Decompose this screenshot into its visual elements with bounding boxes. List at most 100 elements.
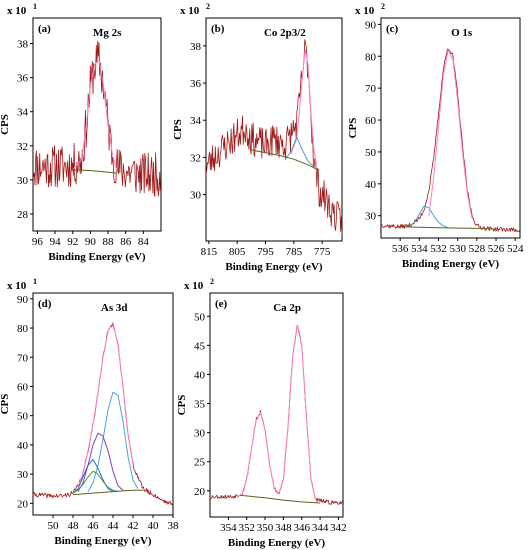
y-tick-label: 20 bbox=[17, 498, 29, 510]
series-line-0 bbox=[381, 48, 520, 233]
x-tick-label: 775 bbox=[314, 246, 331, 258]
plot-frame bbox=[205, 17, 343, 242]
x-tick-label: 795 bbox=[257, 246, 274, 258]
y-tick-label: 60 bbox=[365, 115, 377, 127]
panel-letter: (c) bbox=[386, 23, 399, 35]
series-group bbox=[210, 324, 343, 505]
series-line-0 bbox=[210, 325, 343, 505]
x-tick-label: 96 bbox=[32, 236, 44, 248]
y-tick-label: 30 bbox=[190, 190, 202, 202]
y-tick-label: 70 bbox=[17, 352, 29, 364]
series-group bbox=[381, 48, 520, 233]
x-tick-label: 805 bbox=[229, 246, 246, 258]
y-tick-label: 70 bbox=[365, 83, 377, 95]
scale-factor-exponent: 2 bbox=[381, 2, 385, 11]
x-tick-label: 815 bbox=[201, 246, 218, 258]
y-tick-label: 30 bbox=[17, 469, 29, 481]
x-tick-label: 86 bbox=[120, 236, 132, 248]
series-line-1 bbox=[409, 205, 449, 229]
x-tick-label: 88 bbox=[103, 236, 115, 248]
series-line-5 bbox=[77, 321, 134, 486]
scale-factor-label: x 10 bbox=[7, 5, 27, 17]
scale-factor-exponent: 2 bbox=[210, 277, 214, 286]
series-line-0 bbox=[33, 41, 161, 197]
y-tick-label: 30 bbox=[194, 428, 206, 440]
y-tick-label: 30 bbox=[365, 211, 377, 223]
y-tick-label: 20 bbox=[194, 486, 206, 498]
series-group bbox=[33, 321, 173, 506]
series-line-1 bbox=[87, 391, 139, 492]
y-tick-label: 30 bbox=[17, 175, 29, 187]
y-tick-label: 35 bbox=[194, 399, 206, 411]
y-tick-label: 34 bbox=[17, 107, 29, 119]
y-tick-label: 40 bbox=[194, 369, 206, 381]
x-tick-label: 530 bbox=[449, 243, 466, 255]
x-tick-label: 528 bbox=[469, 243, 486, 255]
peak-title: Ca 2p bbox=[273, 302, 301, 314]
series-line-0 bbox=[206, 39, 342, 237]
y-tick-label: 36 bbox=[17, 73, 29, 85]
y-tick-label: 50 bbox=[17, 411, 29, 423]
y-tick-label: 32 bbox=[17, 141, 28, 153]
series-line-3 bbox=[72, 459, 114, 494]
y-tick-label: 25 bbox=[194, 457, 206, 469]
y-tick-label: 32 bbox=[190, 152, 201, 164]
y-tick-label: 45 bbox=[194, 340, 206, 352]
y-axis-title: CPS bbox=[172, 119, 184, 140]
series-group bbox=[33, 41, 161, 197]
x-tick-label: 38 bbox=[168, 520, 180, 532]
x-tick-label: 352 bbox=[238, 522, 255, 534]
series-line-3 bbox=[400, 226, 497, 230]
y-axis-title: CPS bbox=[0, 394, 11, 415]
series-line-1 bbox=[237, 324, 316, 500]
series-group bbox=[206, 39, 342, 237]
x-tick-label: 48 bbox=[68, 520, 80, 532]
y-tick-label: 38 bbox=[17, 39, 29, 51]
x-axis-title: Binding Energy (eV) bbox=[54, 535, 152, 547]
panel-c-o-1s-chart: 536 534 532 530 528 526 524 30 40 50 60 70 80 90 Bindi… bbox=[347, 2, 524, 270]
y-tick-label: 28 bbox=[17, 209, 29, 221]
x-tick-label: 40 bbox=[148, 520, 160, 532]
peak-title: O 1s bbox=[451, 27, 473, 39]
x-tick-label: 536 bbox=[392, 243, 409, 255]
peak-title: Mg 2s bbox=[93, 27, 122, 39]
x-tick-label: 524 bbox=[507, 243, 524, 255]
series-line-2 bbox=[77, 432, 124, 492]
panel-b-co-2p32-chart: 815 805 795 785 775 30 32 34 36 38 Binding Energy … bbox=[172, 2, 343, 273]
scale-factor-label: x 10 bbox=[355, 5, 375, 17]
x-tick-label: 344 bbox=[312, 522, 329, 534]
panel-d-as-3d-chart: 50 48 46 44 42 40 38 20 30 40 50 60 70 80 90 Binding En… bbox=[0, 277, 179, 547]
plot-frame bbox=[32, 17, 162, 232]
peak-title: As 3d bbox=[101, 302, 128, 314]
x-tick-label: 354 bbox=[220, 522, 237, 534]
x-tick-label: 526 bbox=[488, 243, 505, 255]
series-line-1 bbox=[290, 49, 317, 165]
y-tick-label: 50 bbox=[365, 147, 377, 159]
x-tick-label: 94 bbox=[50, 236, 62, 248]
x-tick-label: 785 bbox=[286, 246, 303, 258]
x-tick-label: 42 bbox=[128, 520, 139, 532]
series-line-2 bbox=[72, 169, 117, 174]
y-tick-label: 50 bbox=[194, 311, 206, 323]
panel-letter: (a) bbox=[38, 23, 51, 35]
y-tick-label: 80 bbox=[17, 323, 29, 335]
series-line-6 bbox=[72, 489, 143, 496]
scale-factor-exponent: 1 bbox=[33, 2, 37, 11]
x-tick-label: 534 bbox=[411, 243, 428, 255]
scale-factor-label: x 10 bbox=[184, 280, 204, 292]
plot-frame bbox=[32, 292, 174, 516]
y-tick-label: 80 bbox=[365, 51, 377, 63]
y-axis-title: CPS bbox=[347, 118, 359, 139]
x-axis-title: Binding Energy (eV) bbox=[225, 261, 323, 273]
y-tick-label: 60 bbox=[17, 381, 29, 393]
x-tick-label: 50 bbox=[48, 520, 60, 532]
y-tick-label: 90 bbox=[17, 294, 29, 306]
panel-letter: (b) bbox=[211, 23, 225, 35]
scale-factor-label: x 10 bbox=[180, 5, 200, 17]
y-tick-label: 38 bbox=[190, 41, 202, 53]
panel-letter: (e) bbox=[215, 298, 228, 310]
x-tick-label: 532 bbox=[430, 243, 447, 255]
y-tick-label: 90 bbox=[365, 19, 377, 31]
peak-title: Co 2p3/2 bbox=[264, 27, 306, 39]
series-line-3 bbox=[251, 149, 320, 171]
